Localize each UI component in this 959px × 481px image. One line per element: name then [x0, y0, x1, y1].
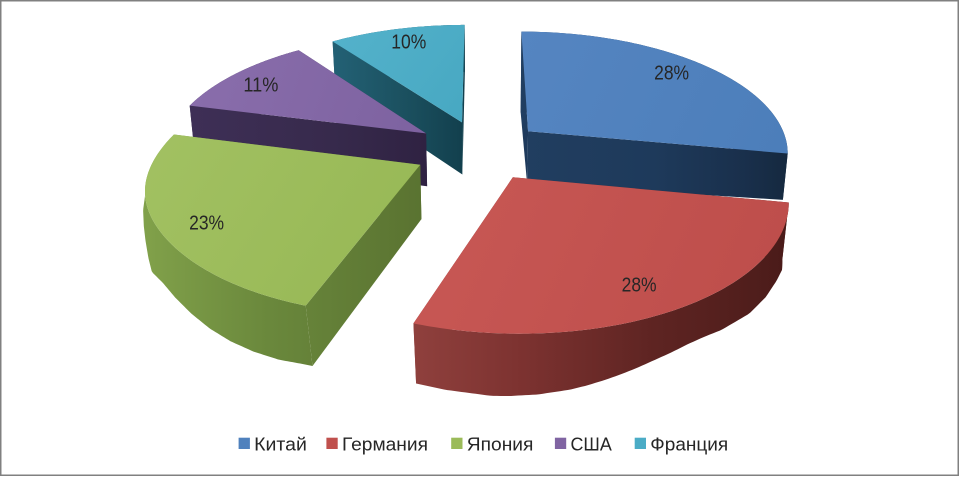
svg-text:10%: 10%	[391, 30, 426, 53]
svg-text:23%: 23%	[189, 212, 224, 235]
svg-text:Франция: Франция	[650, 434, 728, 454]
svg-text:11%: 11%	[243, 73, 278, 96]
svg-text:28%: 28%	[654, 62, 689, 85]
svg-text:США: США	[571, 434, 612, 454]
svg-text:Германия: Германия	[342, 434, 428, 454]
svg-text:Китай: Китай	[254, 434, 307, 454]
svg-text:28%: 28%	[622, 274, 657, 297]
svg-text:Япония: Япония	[467, 434, 534, 454]
